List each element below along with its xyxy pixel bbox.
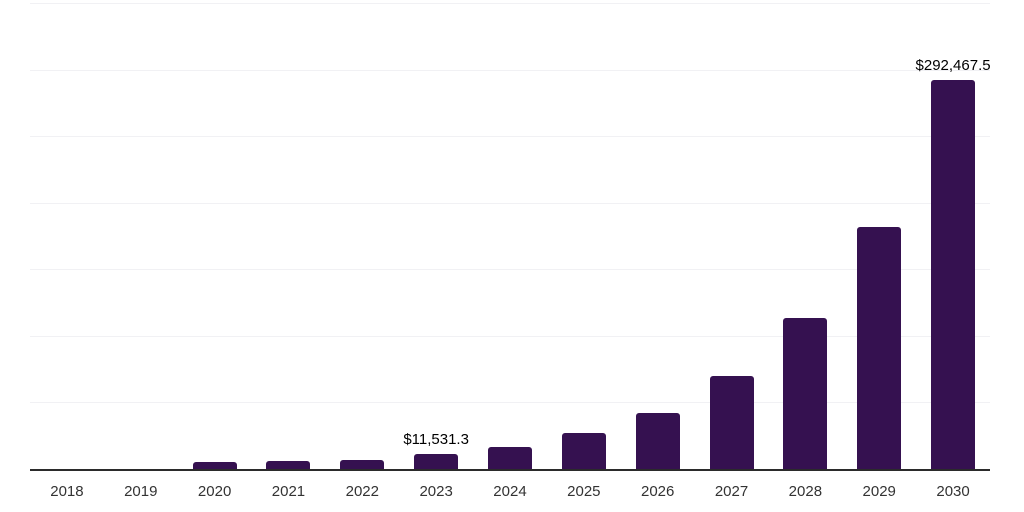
bar-value-label-2023: $11,531.3 [403,430,469,448]
bar-slot-2027 [695,3,769,469]
bar-slot-2029 [842,3,916,469]
x-tick-label-2021: 2021 [271,483,306,500]
x-tick-label-2024: 2024 [493,483,527,500]
bar-2020 [192,461,237,469]
bar-value-label-2030: $292,467.5 [915,56,991,74]
x-tick-label-2022: 2022 [345,483,379,500]
x-tick-label-2023: 2023 [419,483,453,500]
bar-2021 [266,460,311,469]
x-tick-label-2019: 2019 [124,483,158,500]
x-tick-label-2027: 2027 [714,483,749,500]
bar-slot-2020 [178,3,252,469]
x-tick-label-2030: 2030 [936,483,970,500]
bar-2028 [783,318,828,469]
bar-2029 [857,226,902,469]
bar-2024 [487,447,532,469]
x-tick-label-2020: 2020 [197,483,232,500]
x-tick-label-2018: 2018 [50,483,84,500]
bar-2023 [414,453,459,469]
plot-area: $11,531.3 $292,467.5 [30,3,991,471]
bar-slot-2023: $11,531.3 [399,3,473,469]
bar-2025 [561,433,606,469]
bar-2026 [635,412,680,469]
bar-slot-2018 [30,3,104,469]
bar-slot-2021 [252,3,326,469]
bar-slot-2030: $292,467.5 [915,3,991,469]
x-axis-tick-labels: 2018 2019 2020 2021 2022 2023 2024 2025 2026 2027… [30,483,990,500]
x-tick-label-2029: 2029 [862,483,896,500]
bar-slot-2026 [621,3,695,469]
x-tick-label-2026: 2026 [640,483,675,500]
bar-slot-2024 [473,3,547,469]
bar-slot-2022 [325,3,399,469]
bar-slot-2028 [768,3,842,469]
bar-2030 [931,79,976,469]
bar-slot-2019 [104,3,178,469]
x-tick-label-2025: 2025 [567,483,601,500]
x-tick-label-2028: 2028 [788,483,823,500]
bar-2027 [709,375,754,469]
bar-2022 [340,459,385,469]
bar-slot-2025 [547,3,621,469]
